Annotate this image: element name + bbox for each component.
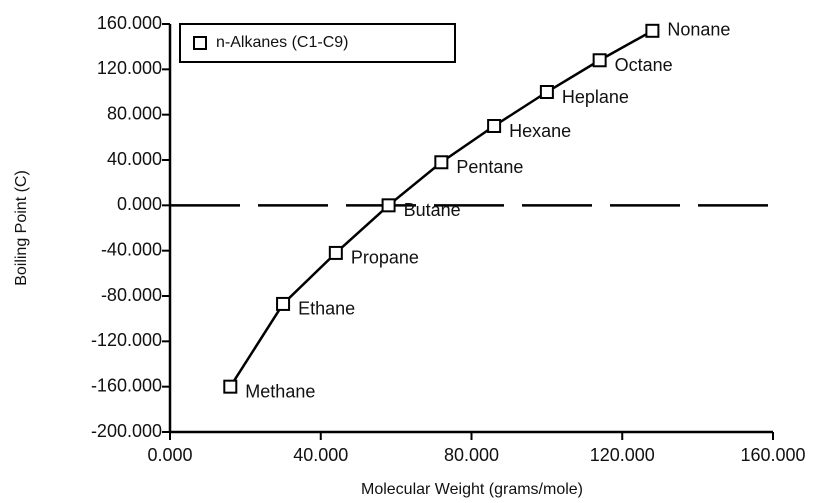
point-label: Hexane	[509, 121, 571, 141]
y-tick-label: -40.000	[101, 239, 162, 259]
legend-marker	[193, 36, 207, 50]
point-marker	[328, 245, 343, 260]
point-label: Methane	[245, 381, 315, 401]
y-tick-label: 80.000	[107, 103, 162, 123]
x-tick-label: 160.000	[740, 445, 805, 465]
x-axis-label: Molecular Weight (grams/mole)	[361, 481, 583, 498]
point-marker	[381, 198, 396, 213]
y-tick-label: -80.000	[101, 285, 162, 305]
legend-box	[179, 23, 456, 63]
point-label: Butane	[404, 200, 461, 220]
y-tick-label: -120.000	[91, 330, 162, 350]
y-tick-label: 120.000	[97, 58, 162, 78]
point-marker	[592, 53, 607, 68]
point-label: Nonane	[667, 20, 730, 40]
point-marker	[645, 23, 660, 38]
y-tick-label: -200.000	[91, 421, 162, 441]
y-tick-label: 0.000	[117, 194, 162, 214]
point-marker	[434, 155, 449, 170]
point-marker	[223, 379, 238, 394]
point-marker	[276, 296, 291, 311]
point-label: Propane	[351, 248, 419, 268]
point-label: Octane	[615, 55, 673, 75]
y-tick-label: -160.000	[91, 375, 162, 395]
x-tick-label: 120.000	[590, 445, 655, 465]
x-tick-label: 0.000	[147, 445, 192, 465]
y-axis-label: Boiling Point (C)	[13, 170, 30, 286]
y-tick-label: 160.000	[97, 13, 162, 33]
x-tick-label: 80.000	[444, 445, 499, 465]
point-label: Pentane	[456, 157, 523, 177]
legend-label: n-Alkanes (C1-C9)	[216, 34, 348, 51]
x-tick-label: 40.000	[293, 445, 348, 465]
y-tick-label: 40.000	[107, 149, 162, 169]
point-label: Ethane	[298, 299, 355, 319]
point-label: Heplane	[562, 87, 629, 107]
point-marker	[487, 119, 502, 133]
point-marker	[539, 85, 554, 99]
